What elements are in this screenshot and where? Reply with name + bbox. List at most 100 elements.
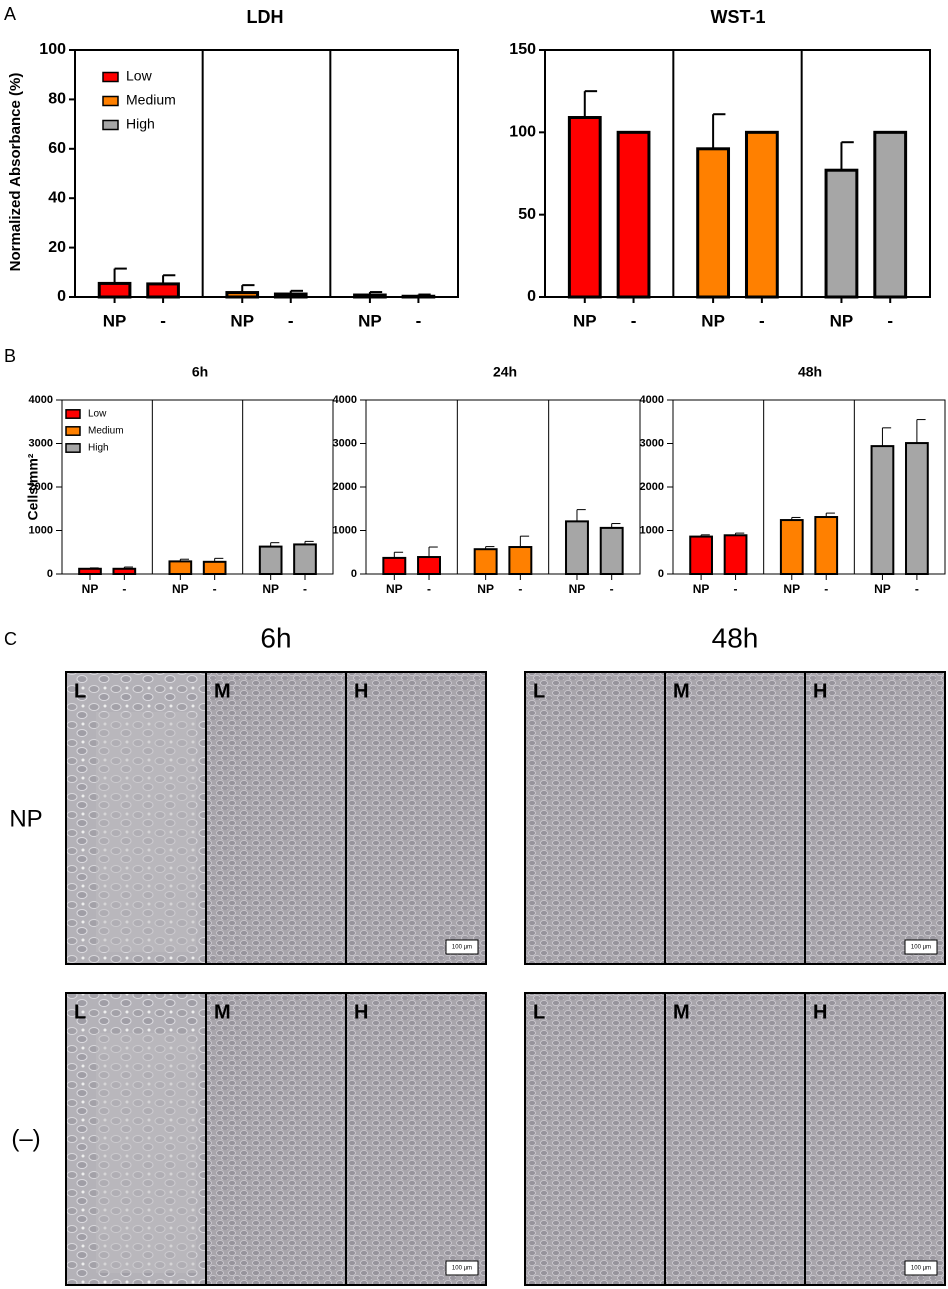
- tile-label: H: [813, 1001, 827, 1023]
- x-tick-label: NP: [103, 311, 127, 330]
- image-frame: [65, 992, 487, 1286]
- bar: [905, 442, 929, 575]
- micrograph: [346, 993, 486, 1285]
- panel-label: A: [4, 4, 16, 24]
- scale-bar-label: 100 µm: [911, 945, 931, 951]
- x-tick-label: NP: [569, 582, 586, 596]
- tile-label: L: [533, 680, 545, 702]
- legend-label: Medium: [126, 92, 176, 108]
- tile-label: H: [354, 1001, 368, 1023]
- legend-label: High: [126, 116, 155, 132]
- y-tick-label: 4000: [640, 394, 664, 406]
- micrograph: [206, 672, 346, 964]
- panel-label: C: [4, 629, 17, 649]
- scale-bar: [904, 939, 938, 955]
- x-tick-label: NP: [82, 582, 99, 596]
- y-tick-label: 0: [527, 288, 536, 305]
- x-tick-label: -: [824, 582, 828, 596]
- y-tick-label: 0: [57, 288, 66, 305]
- bar: [870, 445, 895, 575]
- y-tick-label: 0: [47, 568, 53, 580]
- chart-title: 48h: [798, 364, 822, 380]
- plot-frame: [544, 49, 931, 298]
- chart-title: WST-1: [710, 7, 765, 27]
- bar: [417, 556, 441, 575]
- scale-bar: [445, 1260, 479, 1276]
- bar: [146, 282, 180, 299]
- legend-label: High: [88, 443, 109, 454]
- y-tick-label: 1000: [333, 524, 357, 536]
- tile-label: H: [813, 680, 827, 702]
- tile-label: M: [214, 1001, 231, 1023]
- micrograph-background: [96, 712, 196, 952]
- micrograph: [665, 993, 805, 1285]
- tile-label: H: [354, 680, 368, 702]
- x-tick-label: NP: [701, 311, 725, 330]
- x-tick-label: -: [631, 311, 637, 330]
- legend-swatch: [102, 119, 119, 131]
- scale-bar-label: 100 µm: [452, 945, 472, 951]
- micrograph: [346, 672, 486, 964]
- tile-label: M: [673, 680, 690, 702]
- y-tick-label: 2000: [640, 481, 664, 493]
- time-label: 48h: [712, 622, 759, 653]
- y-tick-label: 150: [509, 41, 536, 58]
- x-tick-label: NP: [172, 582, 189, 596]
- micrograph: [525, 993, 665, 1285]
- scale-bar: [445, 939, 479, 955]
- y-tick-label: 40: [48, 189, 66, 206]
- micrograph: [805, 993, 945, 1285]
- micrograph-background: [96, 1033, 196, 1273]
- bar: [873, 130, 908, 299]
- x-tick-label: -: [416, 311, 422, 330]
- x-tick-label: -: [887, 311, 893, 330]
- bar: [112, 567, 137, 576]
- y-tick-label: 1000: [640, 524, 664, 536]
- image-frame: [524, 992, 946, 1286]
- x-tick-label: -: [160, 311, 166, 330]
- panel-label: B: [4, 346, 16, 366]
- bar: [599, 526, 624, 576]
- micrograph: [665, 672, 805, 964]
- plot-frame: [61, 399, 334, 575]
- bar: [723, 534, 748, 575]
- bar: [473, 548, 498, 576]
- tile-label: M: [214, 680, 231, 702]
- plot-frame: [365, 399, 641, 575]
- y-tick-label: 3000: [29, 437, 53, 449]
- bar: [565, 520, 589, 575]
- y-tick-label: 4000: [29, 394, 53, 406]
- y-tick-label: 4000: [333, 394, 357, 406]
- bar: [814, 516, 839, 576]
- x-tick-label: -: [759, 311, 765, 330]
- x-tick-label: -: [122, 582, 126, 596]
- plot-frame: [672, 399, 946, 575]
- tile-label: L: [74, 680, 86, 702]
- x-tick-label: NP: [358, 311, 382, 330]
- x-tick-label: NP: [477, 582, 494, 596]
- x-tick-label: -: [915, 582, 919, 596]
- image-frame: [65, 671, 487, 965]
- bar: [744, 130, 779, 299]
- x-tick-label: -: [610, 582, 614, 596]
- x-tick-label: NP: [783, 582, 800, 596]
- y-axis-label: Normalized Absorbance (%): [7, 73, 24, 272]
- y-tick-label: 50: [518, 206, 536, 223]
- x-tick-label: -: [288, 311, 294, 330]
- y-tick-label: 60: [48, 140, 66, 157]
- time-label: 6h: [260, 622, 291, 653]
- micrograph: [206, 993, 346, 1285]
- x-tick-label: NP: [693, 582, 710, 596]
- legend-label: Low: [88, 409, 107, 420]
- bar: [508, 546, 533, 576]
- chart-title: 6h: [192, 364, 208, 380]
- legend-label: Low: [126, 68, 153, 84]
- bar: [258, 545, 283, 575]
- x-tick-label: -: [734, 582, 738, 596]
- bar: [567, 116, 602, 299]
- legend-label: Medium: [88, 426, 124, 437]
- bar: [202, 560, 227, 576]
- tile-label: L: [533, 1001, 545, 1023]
- y-tick-label: 100: [509, 124, 536, 141]
- y-tick-label: 2000: [333, 481, 357, 493]
